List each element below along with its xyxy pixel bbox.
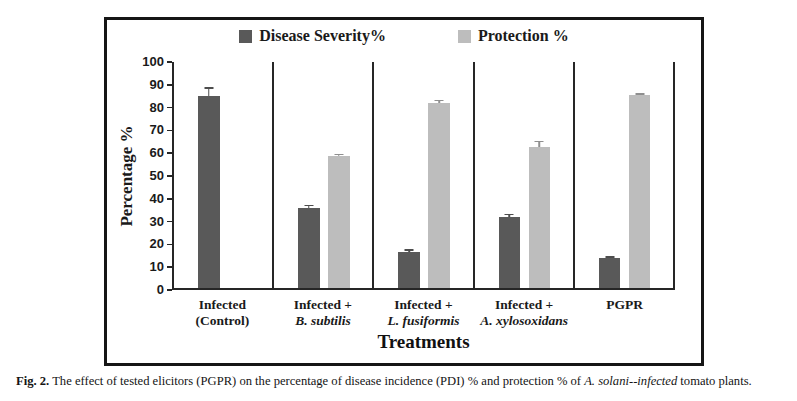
x-tick-label: Infected +A. xylosoxidans <box>474 297 575 328</box>
error-bar <box>398 249 420 251</box>
caption-suffix: tomato plants. <box>677 374 752 388</box>
legend-item-disease-severity: Disease Severity% <box>239 27 386 45</box>
x-axis-tick-labels: Infected(Control)Infected +B. subtilisIn… <box>172 297 675 328</box>
x-tick-label: Infected +L. fusiformis <box>373 297 474 328</box>
y-tick-label: 60 <box>124 145 164 160</box>
y-tick-label: 80 <box>124 100 164 115</box>
category-group <box>575 62 675 288</box>
legend-swatch-disease-severity <box>239 30 252 43</box>
bar-disease-severity <box>599 258 621 288</box>
bar-protection <box>629 95 651 288</box>
bar-protection <box>529 147 551 288</box>
error-bar <box>629 93 651 95</box>
chart-figure: Disease Severity% Protection % Percentag… <box>104 17 704 366</box>
x-tick-label: Infected +B. subtilis <box>273 297 374 328</box>
legend-label-disease-severity: Disease Severity% <box>259 27 386 45</box>
y-tick-label: 0 <box>124 282 164 297</box>
legend-item-protection: Protection % <box>458 27 569 45</box>
y-tick-label: 100 <box>124 54 164 69</box>
caption-species-italic: A. solani--infected <box>584 374 677 388</box>
category-group <box>274 62 374 288</box>
y-tick-label: 90 <box>124 77 164 92</box>
bar-disease-severity <box>398 252 420 288</box>
x-tick-label: PGPR <box>574 297 675 328</box>
bar-disease-severity <box>198 96 220 288</box>
error-bar <box>599 256 621 258</box>
y-tick-label: 40 <box>124 191 164 206</box>
x-tick-label: Infected(Control) <box>172 297 273 328</box>
y-tick-label: 50 <box>124 168 164 183</box>
legend-swatch-protection <box>458 30 471 43</box>
error-bar <box>198 87 220 96</box>
y-tick-label: 20 <box>124 236 164 251</box>
category-group <box>174 62 274 288</box>
bar-protection <box>428 103 450 288</box>
caption-figure-number: Fig. 2. <box>16 374 49 388</box>
legend-label-protection: Protection % <box>478 27 569 45</box>
y-tick-label: 30 <box>124 214 164 229</box>
error-bar <box>428 100 450 103</box>
figure-page: Disease Severity% Protection % Percentag… <box>0 0 797 401</box>
y-tick-label: 10 <box>124 259 164 274</box>
y-tick-label: 70 <box>124 122 164 137</box>
error-bar <box>529 141 551 147</box>
bar-protection <box>328 156 350 288</box>
error-bar <box>298 205 320 208</box>
chart-legend: Disease Severity% Protection % <box>107 27 701 45</box>
figure-caption: Fig. 2. The effect of tested elicitors (… <box>16 374 786 389</box>
caption-text: The effect of tested elicitors (PGPR) on… <box>49 374 584 388</box>
bar-disease-severity <box>298 208 320 288</box>
x-axis-title: Treatments <box>172 331 675 353</box>
category-group <box>475 62 575 288</box>
bar-disease-severity <box>499 217 521 288</box>
category-group <box>374 62 474 288</box>
error-bar <box>499 214 521 217</box>
error-bar <box>328 154 350 156</box>
plot-area <box>172 62 675 290</box>
